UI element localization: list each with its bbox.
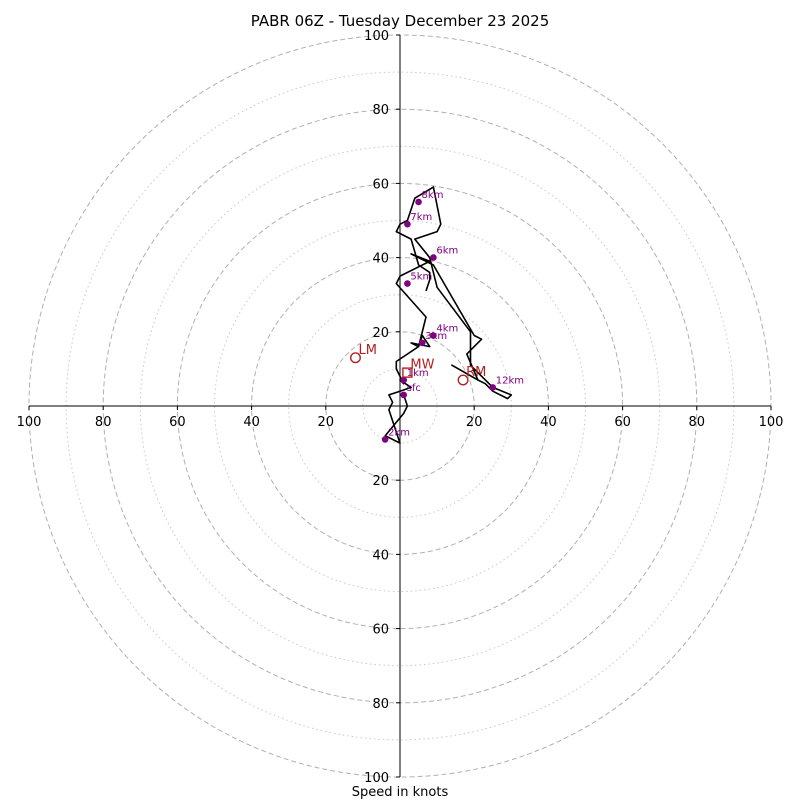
height-marker-point: [418, 339, 426, 347]
height-marker-point: [381, 436, 389, 443]
tick-label-up: 100: [364, 29, 389, 44]
tick-label-up: 40: [372, 252, 389, 267]
storm-motion-label: MW: [410, 358, 434, 373]
height-marker-label: 2km: [388, 427, 410, 438]
height-marker-point: [404, 220, 411, 228]
height-marker-label: 1km: [407, 368, 429, 379]
tick-label-down: 100: [364, 771, 389, 786]
storm-motion-label: RM: [466, 365, 486, 380]
storm-motion-label: LM: [358, 343, 376, 358]
height-marker-label: sfc: [407, 383, 421, 394]
tick-label-left: 80: [95, 415, 112, 430]
tick-label-down: 80: [372, 697, 389, 712]
tick-label-up: 60: [372, 177, 389, 192]
height-marker-label: 7km: [410, 212, 432, 223]
tick-label-left: 100: [17, 415, 42, 430]
tick-label-right: 60: [614, 415, 631, 430]
height-marker-label: 6km: [436, 246, 458, 257]
height-marker-label: 12km: [496, 375, 524, 386]
storm-motion-marker: [457, 374, 469, 386]
tick-label-down: 40: [372, 548, 389, 563]
axes: [29, 35, 771, 777]
tick-label-left: 60: [169, 415, 186, 430]
height-marker-point: [400, 391, 408, 399]
storm-motion-marker: [349, 352, 361, 364]
tick-label-right: 40: [540, 415, 557, 430]
storm-motion-markers: LM MW RM: [349, 343, 486, 386]
x-axis-label: Speed in knots: [352, 785, 449, 800]
tick-label-up: 80: [372, 103, 389, 118]
tick-label-right: 80: [689, 415, 706, 430]
height-markers: sfc1km2km3km4km5km6km7km8km12km: [381, 190, 524, 443]
height-marker-label: 4km: [436, 324, 458, 335]
storm-motion-marker: [402, 367, 413, 378]
tick-label-left: 40: [243, 415, 260, 430]
wind-profile: [384, 186, 513, 444]
tick-label-down: 60: [372, 623, 389, 638]
height-marker-point: [489, 384, 497, 391]
height-marker-label: 5km: [410, 272, 432, 283]
wind-profile-line: [384, 186, 513, 444]
chart-title: PABR 06Z - Tuesday December 23 2025: [251, 12, 550, 30]
tick-label-down: 20: [372, 474, 389, 489]
height-marker-point: [400, 376, 408, 384]
height-marker-point: [404, 280, 411, 287]
tick-label-right: 100: [759, 415, 784, 430]
tick-label-left: 20: [318, 415, 335, 430]
height-marker-point: [430, 332, 437, 339]
tick-label-right: 20: [466, 415, 483, 430]
tick-labels: 20 20 20 20 40 40 40 40 60 60 60 60 80 80 80 80 100 100 10…: [17, 29, 784, 786]
height-marker-point: [430, 254, 437, 261]
tick-label-up: 20: [372, 326, 389, 341]
height-marker-point: [415, 198, 422, 206]
height-marker-label: 8km: [422, 190, 444, 201]
